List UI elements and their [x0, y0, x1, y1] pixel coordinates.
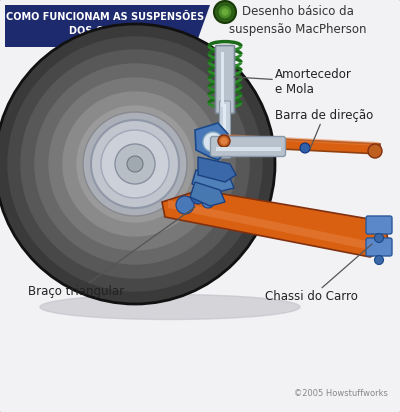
Circle shape: [374, 255, 384, 265]
Polygon shape: [190, 182, 225, 206]
Circle shape: [191, 190, 205, 204]
Circle shape: [91, 120, 179, 208]
Circle shape: [49, 78, 221, 250]
Text: Barra de direção: Barra de direção: [275, 108, 373, 149]
Circle shape: [218, 135, 230, 147]
Polygon shape: [195, 123, 228, 160]
Circle shape: [218, 5, 232, 19]
Text: ©2005 Howstuffworks: ©2005 Howstuffworks: [294, 389, 388, 398]
Text: Amortecedor
e Mola: Amortecedor e Mola: [234, 68, 352, 96]
Text: COMO FUNCIONAM AS SUSPENSÕES
DOS CARROS: COMO FUNCIONAM AS SUSPENSÕES DOS CARROS: [6, 12, 204, 36]
Polygon shape: [192, 170, 234, 192]
Polygon shape: [223, 134, 379, 146]
Polygon shape: [222, 136, 380, 154]
Circle shape: [77, 106, 193, 222]
Text: Desenho básico da
suspensão MacPherson: Desenho básico da suspensão MacPherson: [229, 5, 367, 35]
Bar: [216, 147, 281, 151]
Circle shape: [115, 144, 155, 184]
Circle shape: [8, 37, 262, 291]
FancyBboxPatch shape: [220, 101, 230, 158]
Ellipse shape: [40, 295, 300, 319]
Circle shape: [101, 130, 169, 198]
Circle shape: [214, 1, 236, 23]
Circle shape: [0, 24, 275, 304]
Polygon shape: [5, 5, 210, 47]
Circle shape: [83, 112, 187, 216]
Circle shape: [63, 92, 207, 236]
FancyBboxPatch shape: [366, 238, 392, 256]
Circle shape: [300, 143, 310, 153]
FancyBboxPatch shape: [210, 136, 286, 157]
FancyBboxPatch shape: [366, 216, 392, 234]
Bar: [223, 104, 226, 154]
Circle shape: [374, 234, 384, 243]
Polygon shape: [198, 157, 236, 182]
Circle shape: [176, 196, 194, 214]
Circle shape: [202, 196, 214, 208]
Polygon shape: [168, 200, 372, 250]
Circle shape: [368, 144, 382, 158]
Circle shape: [222, 9, 228, 15]
Polygon shape: [162, 190, 390, 257]
Circle shape: [21, 50, 249, 278]
FancyBboxPatch shape: [216, 45, 234, 113]
Circle shape: [35, 64, 235, 264]
Circle shape: [221, 138, 227, 144]
Text: Braço triangular: Braço triangular: [28, 207, 195, 299]
Circle shape: [203, 132, 223, 152]
Bar: [221, 52, 224, 107]
Circle shape: [127, 156, 143, 172]
Text: Chassi do Carro: Chassi do Carro: [265, 244, 372, 304]
